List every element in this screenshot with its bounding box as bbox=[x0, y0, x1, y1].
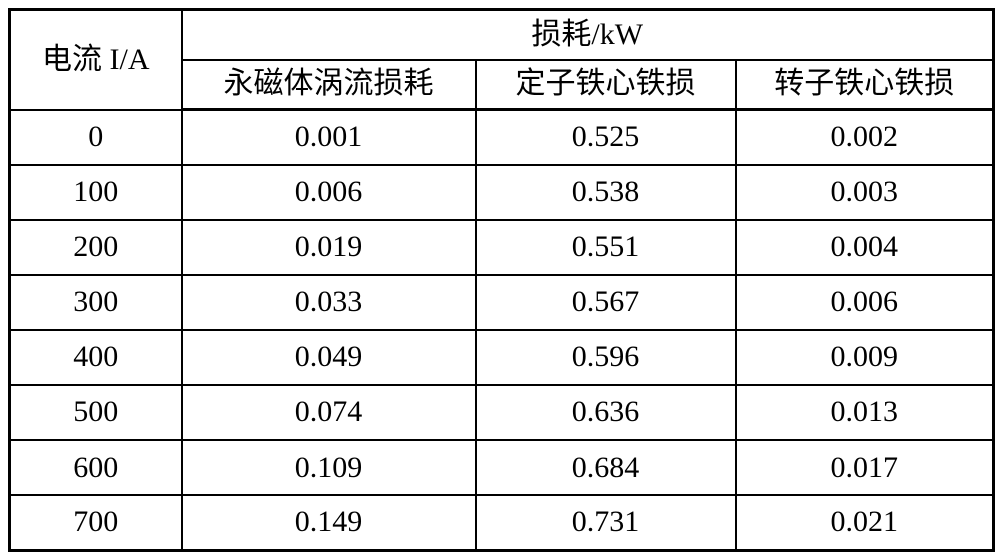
magnet-eddy-loss-cell: 0.033 bbox=[180, 273, 477, 332]
magnet-eddy-loss-cell: 0.001 bbox=[180, 108, 477, 166]
rotor-iron-loss-cell: 0.009 bbox=[734, 328, 995, 387]
column-header-stator-iron-loss: 定子铁心铁损 bbox=[474, 58, 737, 111]
column-group-header-loss: 损耗/kW bbox=[180, 8, 995, 61]
column-header-magnet-eddy-loss: 永磁体涡流损耗 bbox=[180, 58, 477, 111]
stator-iron-loss-cell: 0.525 bbox=[474, 108, 737, 166]
magnet-eddy-loss-cell: 0.006 bbox=[180, 163, 477, 221]
current-cell: 600 bbox=[8, 439, 183, 497]
rotor-iron-loss-cell: 0.006 bbox=[734, 273, 995, 332]
loss-data-table: 电流 I/A 损耗/kW 永磁体涡流损耗 定子铁心铁损 转子铁心铁损 0 0.00… bbox=[8, 8, 996, 552]
stator-iron-loss-cell: 0.731 bbox=[474, 494, 737, 552]
magnet-eddy-loss-cell: 0.074 bbox=[180, 384, 477, 442]
magnet-eddy-loss-cell: 0.109 bbox=[180, 439, 477, 497]
table-row: 100 0.006 0.538 0.003 bbox=[8, 163, 995, 221]
current-cell: 100 bbox=[8, 163, 183, 221]
table-body: 0 0.001 0.525 0.002 100 0.006 0.538 0.003 200 0.0… bbox=[8, 108, 995, 552]
table-row: 400 0.049 0.596 0.009 bbox=[8, 328, 995, 387]
table-header-row-sub: 永磁体涡流损耗 定子铁心铁损 转子铁心铁损 bbox=[10, 58, 995, 111]
table-header-row-group: 电流 I/A 损耗/kW bbox=[8, 8, 995, 111]
magnet-eddy-loss-cell: 0.019 bbox=[180, 218, 477, 276]
current-cell: 500 bbox=[8, 384, 183, 442]
rotor-iron-loss-cell: 0.004 bbox=[734, 218, 995, 276]
table-row: 700 0.149 0.731 0.021 bbox=[8, 494, 995, 552]
column-header-current: 电流 I/A bbox=[8, 8, 183, 111]
column-header-rotor-iron-loss: 转子铁心铁损 bbox=[734, 58, 995, 111]
table-row: 300 0.033 0.567 0.006 bbox=[8, 273, 995, 332]
table-row: 0 0.001 0.525 0.002 bbox=[8, 108, 995, 166]
current-cell: 400 bbox=[8, 328, 183, 387]
stator-iron-loss-cell: 0.538 bbox=[474, 163, 737, 221]
current-cell: 700 bbox=[8, 494, 183, 552]
table-row: 200 0.019 0.551 0.004 bbox=[8, 218, 995, 276]
table-row: 500 0.074 0.636 0.013 bbox=[8, 384, 995, 442]
rotor-iron-loss-cell: 0.017 bbox=[734, 439, 995, 497]
magnet-eddy-loss-cell: 0.049 bbox=[180, 328, 477, 387]
stator-iron-loss-cell: 0.596 bbox=[474, 328, 737, 387]
stator-iron-loss-cell: 0.551 bbox=[474, 218, 737, 276]
current-cell: 0 bbox=[8, 108, 183, 166]
rotor-iron-loss-cell: 0.003 bbox=[734, 163, 995, 221]
stator-iron-loss-cell: 0.684 bbox=[474, 439, 737, 497]
rotor-iron-loss-cell: 0.021 bbox=[734, 494, 995, 552]
current-cell: 200 bbox=[8, 218, 183, 276]
stator-iron-loss-cell: 0.636 bbox=[474, 384, 737, 442]
stator-iron-loss-cell: 0.567 bbox=[474, 273, 737, 332]
rotor-iron-loss-cell: 0.002 bbox=[734, 108, 995, 166]
magnet-eddy-loss-cell: 0.149 bbox=[180, 494, 477, 552]
table-row: 600 0.109 0.684 0.017 bbox=[8, 439, 995, 497]
rotor-iron-loss-cell: 0.013 bbox=[734, 384, 995, 442]
current-cell: 300 bbox=[8, 273, 183, 332]
